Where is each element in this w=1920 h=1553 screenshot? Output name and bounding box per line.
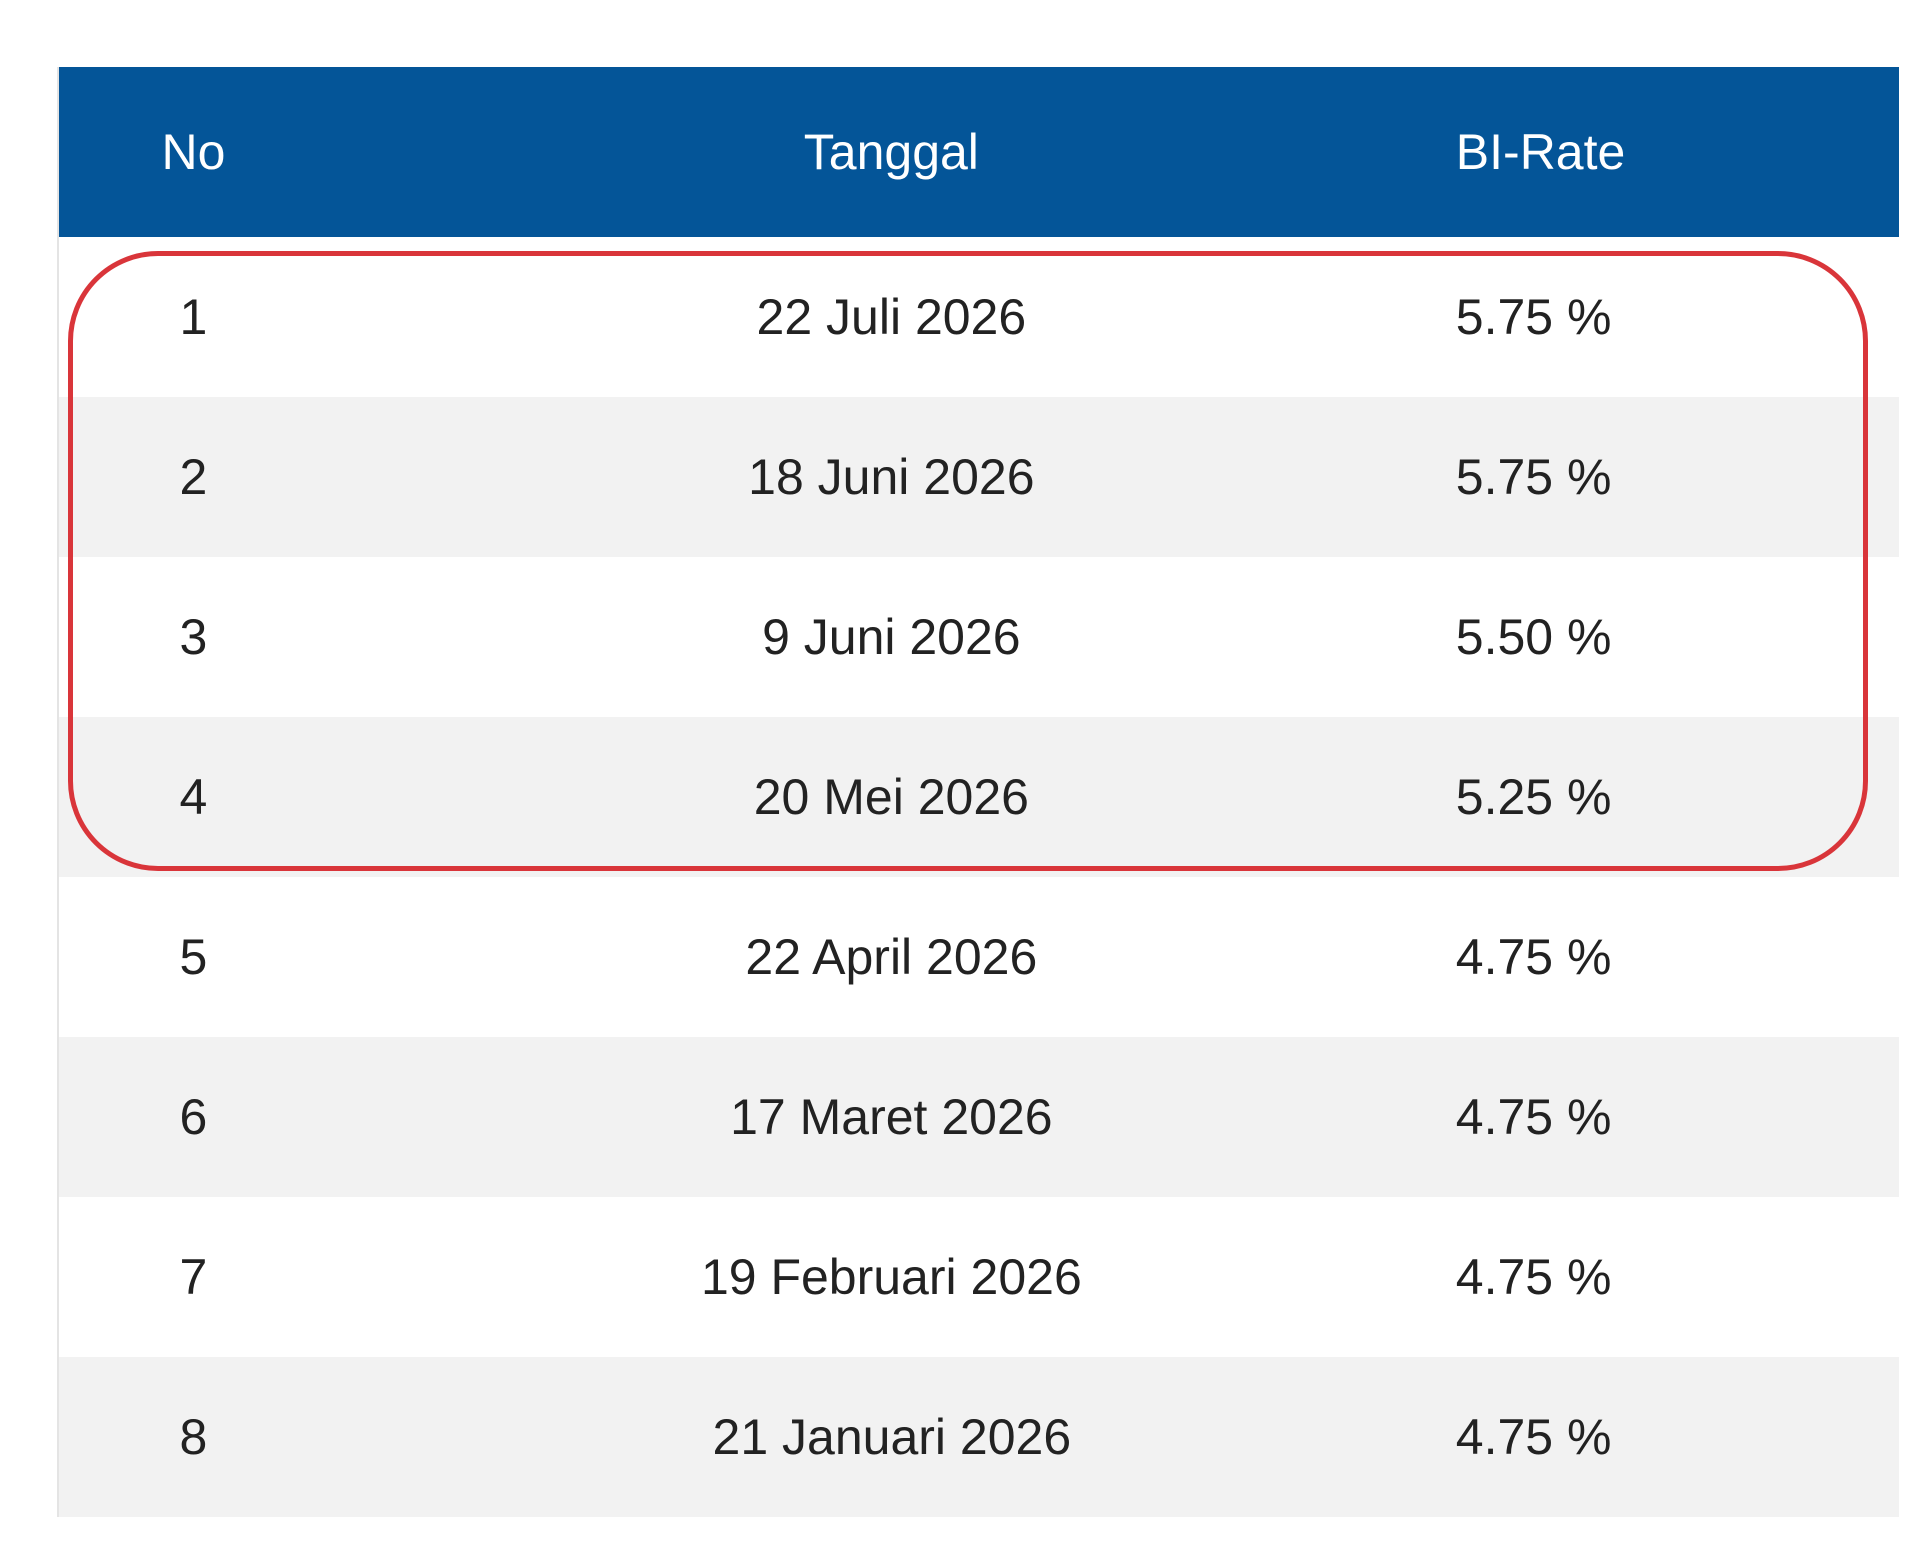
table-cell: 5 [179,929,208,985]
table-cell: 6 [58,1037,328,1197]
table-cell: 5.50 % [1455,609,1612,665]
table-cell: 8 [58,1357,328,1517]
table-cell: 20 Mei 2026 [327,717,1456,877]
table-cell: 22 April 2026 [745,929,1038,985]
table-row: 8 21 Januari 2026 4.75 % [58,1357,1899,1517]
table-cell: 7 [179,1249,208,1305]
table-cell: 18 Juni 2026 [327,397,1456,557]
table-cell: 19 Februari 2026 [700,1249,1082,1305]
table-cell: 5.25 % [1455,717,1899,877]
table-row: 5 22 April 2026 4.75 % [58,877,1899,1037]
table-cell: 4.75 % [1455,1357,1899,1517]
table-row: 4 20 Mei 2026 5.25 % [58,717,1899,877]
table-cell: 4.75 % [1455,1249,1612,1305]
table-cell: 21 Januari 2026 [327,1357,1456,1517]
table-cell: 4.75 % [1455,1037,1899,1197]
table-body: 1 22 Juli 2026 5.75 % 2 18 Juni 2026 5.75 % 3 9… [58,237,1899,1517]
header-cell: No [58,67,328,237]
table-row: 1 22 Juli 2026 5.75 % [58,237,1899,397]
table-cell: 2 [58,397,328,557]
table-cell: 22 Juli 2026 [756,289,1027,345]
table-row: 6 17 Maret 2026 4.75 % [58,1037,1899,1197]
table-cell: 3 [179,609,208,665]
table-cell: 4 [58,717,328,877]
rate-table: No Tanggal BI-Rate 1 22 Juli 2026 5.75 % 2 18 … [57,67,1899,1517]
table-cell: 17 Maret 2026 [327,1037,1456,1197]
table-cell: 9 Juni 2026 [762,609,1021,665]
header-cell: BI-Rate [1455,67,1899,237]
header-cell: Tanggal [327,67,1456,237]
header-row: No Tanggal BI-Rate [58,67,1899,237]
table-row: 7 19 Februari 2026 4.75 % [58,1197,1899,1357]
table-cell: 4.75 % [1455,929,1612,985]
table-cell: 1 [179,289,208,345]
table-cell: 5.75 % [1455,289,1612,345]
table-row: 3 9 Juni 2026 5.50 % [58,557,1899,717]
table-cell: 5.75 % [1455,397,1899,557]
table-row: 2 18 Juni 2026 5.75 % [58,397,1899,557]
